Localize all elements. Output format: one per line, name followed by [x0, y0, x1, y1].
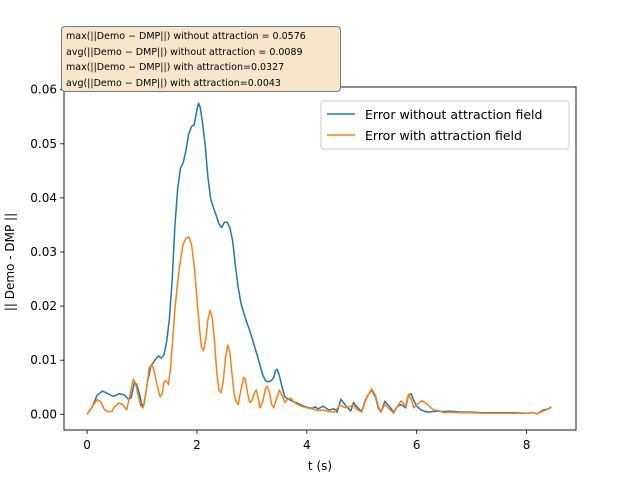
annotation-line: max(||Demo − DMP||) without attraction =… [66, 31, 306, 42]
y-tick-label: 0.06 [30, 83, 57, 97]
annotation-line: avg(||Demo − DMP||) with attraction=0.00… [66, 77, 281, 89]
series-line-with-attraction [86, 236, 552, 415]
annotation-line: max(||Demo − DMP||) with attraction=0.03… [66, 62, 285, 73]
legend-box [320, 100, 570, 150]
y-tick-label: 0.04 [30, 191, 57, 205]
series-layer [86, 102, 552, 415]
x-tick-label: 8 [523, 438, 531, 452]
legend: Error without attraction field Error wit… [320, 100, 570, 150]
y-tick-label: 0.03 [30, 245, 57, 259]
x-tick-label: 2 [193, 438, 201, 452]
y-axis-label: || Demo - DMP || [3, 213, 17, 311]
legend-label-with-attraction: Error with attraction field [365, 128, 522, 143]
x-axis-label: t (s) [308, 459, 332, 473]
y-axis-ticks: 0.00 0.01 0.02 0.03 0.04 0.05 0.06 [30, 83, 64, 421]
y-tick-label: 0.02 [30, 299, 57, 313]
x-axis-ticks: 0 2 4 6 8 [83, 430, 530, 452]
x-tick-label: 6 [413, 438, 421, 452]
x-tick-label: 0 [83, 438, 91, 452]
annotation-line: avg(||Demo − DMP||) without attraction =… [66, 46, 303, 58]
y-tick-label: 0.05 [30, 137, 57, 151]
annotation-box: max(||Demo − DMP||) without attraction =… [61, 26, 341, 92]
x-tick-label: 4 [303, 438, 311, 452]
y-tick-label: 0.01 [30, 353, 57, 367]
legend-label-without-attraction: Error without attraction field [365, 107, 542, 122]
y-tick-label: 0.00 [30, 407, 57, 421]
